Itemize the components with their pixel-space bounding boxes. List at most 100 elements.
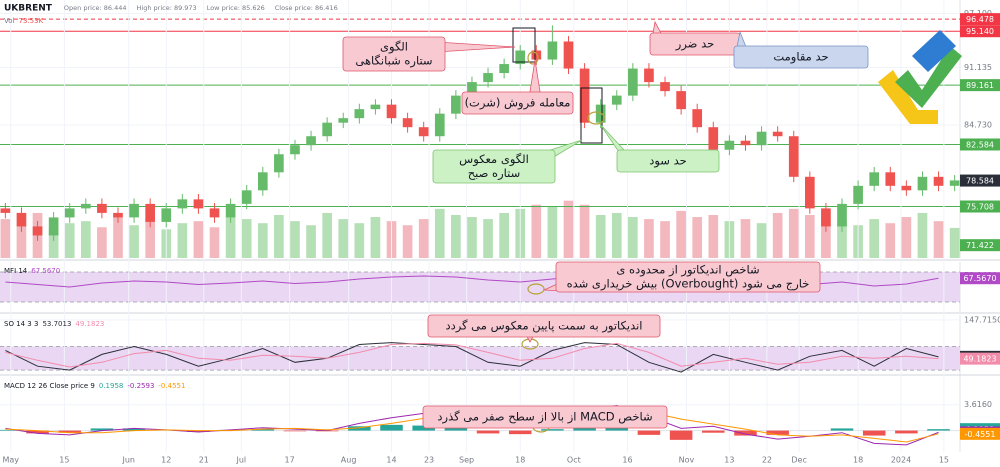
candle-body (611, 95, 622, 105)
candle-body (193, 199, 204, 209)
histogram-bar (927, 429, 950, 431)
candle-body (805, 176, 815, 209)
volume-bar (885, 223, 896, 258)
histogram-bar (444, 427, 468, 431)
volume-bar (563, 200, 574, 258)
price-line-label: 89.161 (966, 81, 994, 90)
pattern-box (512, 27, 536, 63)
candle-body (64, 208, 75, 218)
volume-bar (257, 223, 268, 258)
candle-body (821, 208, 831, 227)
histogram-bar (412, 425, 435, 431)
candle-body (853, 185, 863, 204)
candle-body (917, 176, 928, 191)
ohlc-label: Close price: 86.416 (275, 4, 338, 12)
volume-bar (660, 221, 670, 258)
volume-bar (805, 215, 815, 258)
histogram-bar (508, 430, 532, 435)
x-tick-label: Jun (121, 456, 135, 465)
annotation-text: الگوی (380, 40, 408, 55)
indicator-value: 0.1958 (99, 382, 124, 390)
highlight-ellipse (527, 283, 545, 295)
candle-body (933, 176, 944, 186)
x-tick-label: Dec (791, 456, 806, 465)
volume-bar (354, 223, 365, 258)
candle-body (370, 104, 381, 110)
volume-bar (322, 212, 332, 258)
price-line-label-bg (960, 138, 1000, 151)
candle-body (740, 140, 751, 146)
histogram-bar (766, 430, 789, 435)
candle-body (563, 41, 574, 69)
volume-bar (338, 219, 349, 258)
candle-body (467, 82, 477, 96)
volume-bar (483, 219, 493, 258)
volume-bar (402, 225, 413, 258)
highlight-ellipse (527, 51, 539, 65)
annotation-text: معامله فروش (شرت) (465, 96, 571, 111)
indicator-value: 67.5670 (31, 267, 60, 275)
x-tick-label: 23 (424, 456, 434, 465)
highlight-ellipse (587, 111, 605, 125)
candle-body (338, 118, 349, 123)
x-tick-label: 15 (939, 456, 949, 465)
indicator-value: 49.1823 (75, 320, 104, 328)
candle-body (837, 203, 847, 227)
candle-body (290, 145, 300, 155)
candle-body (434, 113, 445, 137)
histogram-bar (702, 430, 725, 433)
last-value-label-bg (960, 427, 1000, 440)
histogram-bar (26, 430, 49, 434)
volume-bar (595, 215, 606, 258)
overlay-layer: 96.478 95.140 89.161 82.584 78.584 75.708 71.4… (2, 4, 1000, 465)
histogram-bar (283, 430, 307, 432)
volume-bar (418, 219, 429, 258)
volume-bar (451, 215, 461, 258)
x-tick-label: 15 (59, 456, 69, 465)
y-tick-label: 91.135 (964, 63, 992, 72)
annotation-text: الگوی معکوس (459, 152, 529, 167)
price-line-label-bg (960, 25, 1000, 38)
volume-bar (708, 215, 719, 258)
volume-bar (48, 229, 59, 258)
x-tick-label: Sep (459, 456, 474, 465)
x-tick-label: Oct (567, 456, 581, 465)
annotation-text: ستاره شبانگاهی (355, 54, 432, 69)
volume-bar (193, 221, 204, 258)
last-value-label: 67.5670 (963, 274, 996, 283)
x-tick-label: Jul (236, 456, 247, 465)
volume-bar (370, 217, 381, 258)
price-line-label-bg (960, 79, 1000, 92)
candle-body (660, 82, 670, 92)
histogram-bar (605, 426, 629, 431)
volume-bar (306, 225, 316, 258)
volume-bar (499, 212, 509, 258)
annotation-text: حد ضرر (675, 37, 714, 52)
x-tick-label: May (2, 456, 19, 465)
candle-body (209, 208, 220, 218)
histogram-bar (251, 429, 275, 431)
volume-bar (547, 206, 558, 258)
price-line-label: 71.422 (966, 241, 994, 250)
histogram-bar (380, 424, 403, 431)
price-line-label: 75.708 (966, 203, 994, 212)
indicator-title: MACD 12 26 Close price 9 (4, 382, 95, 390)
candle-body (177, 199, 188, 209)
last-value-label: -0.4551 (965, 430, 996, 439)
candle-body (515, 50, 526, 65)
candle-body (306, 136, 316, 146)
x-tick-label: 18 (853, 456, 863, 465)
histogram-bar (637, 430, 661, 435)
volume-bar (209, 227, 220, 258)
candle-body (708, 127, 719, 150)
candle-body (386, 104, 397, 119)
volume-bar (467, 217, 477, 258)
volume-bar (0, 219, 11, 258)
volume-title: Vol (4, 17, 15, 25)
annotation-text: حد مقاومت (773, 50, 828, 65)
annotation-box (733, 45, 869, 69)
indicator-line (5, 342, 939, 368)
volume-bar (274, 215, 284, 258)
volume-bar (933, 221, 944, 258)
volume-bar (129, 225, 139, 258)
